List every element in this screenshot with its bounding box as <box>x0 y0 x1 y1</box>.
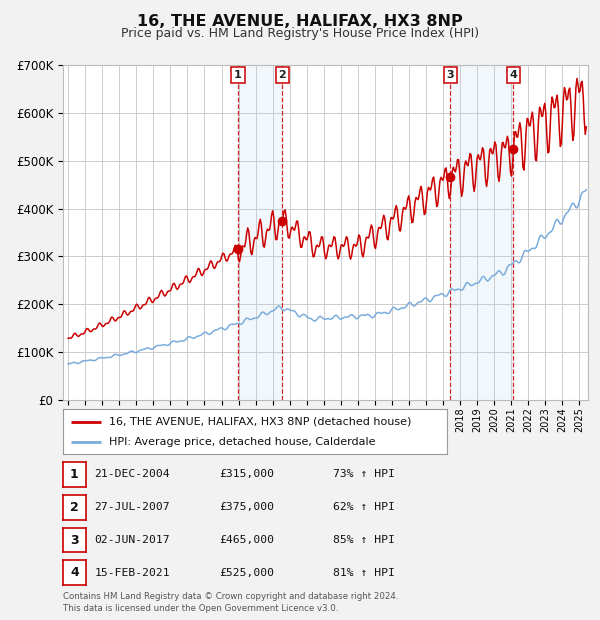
Text: 1: 1 <box>234 70 242 80</box>
Text: Contains HM Land Registry data © Crown copyright and database right 2024.: Contains HM Land Registry data © Crown c… <box>63 592 398 601</box>
Text: This data is licensed under the Open Government Licence v3.0.: This data is licensed under the Open Gov… <box>63 603 338 613</box>
Text: 2: 2 <box>70 501 79 513</box>
Text: 4: 4 <box>70 567 79 579</box>
Text: 16, THE AVENUE, HALIFAX, HX3 8NP: 16, THE AVENUE, HALIFAX, HX3 8NP <box>137 14 463 29</box>
Bar <box>450 65 514 400</box>
Text: 27-JUL-2007: 27-JUL-2007 <box>94 502 170 512</box>
Text: £525,000: £525,000 <box>219 568 274 578</box>
Text: 02-JUN-2017: 02-JUN-2017 <box>94 535 170 545</box>
Text: 73% ↑ HPI: 73% ↑ HPI <box>333 469 395 479</box>
Text: 85% ↑ HPI: 85% ↑ HPI <box>333 535 395 545</box>
Text: 16, THE AVENUE, HALIFAX, HX3 8NP (detached house): 16, THE AVENUE, HALIFAX, HX3 8NP (detach… <box>109 417 412 427</box>
Text: 3: 3 <box>70 534 79 546</box>
Text: 15-FEB-2021: 15-FEB-2021 <box>94 568 170 578</box>
Text: 81% ↑ HPI: 81% ↑ HPI <box>333 568 395 578</box>
Text: £465,000: £465,000 <box>219 535 274 545</box>
Text: 3: 3 <box>446 70 454 80</box>
Text: 62% ↑ HPI: 62% ↑ HPI <box>333 502 395 512</box>
Text: 4: 4 <box>509 70 517 80</box>
Text: 21-DEC-2004: 21-DEC-2004 <box>94 469 170 479</box>
Text: Price paid vs. HM Land Registry's House Price Index (HPI): Price paid vs. HM Land Registry's House … <box>121 27 479 40</box>
Text: £315,000: £315,000 <box>219 469 274 479</box>
Text: HPI: Average price, detached house, Calderdale: HPI: Average price, detached house, Cald… <box>109 437 376 447</box>
Text: £375,000: £375,000 <box>219 502 274 512</box>
Bar <box>238 65 283 400</box>
Text: 1: 1 <box>70 468 79 481</box>
Text: 2: 2 <box>278 70 286 80</box>
